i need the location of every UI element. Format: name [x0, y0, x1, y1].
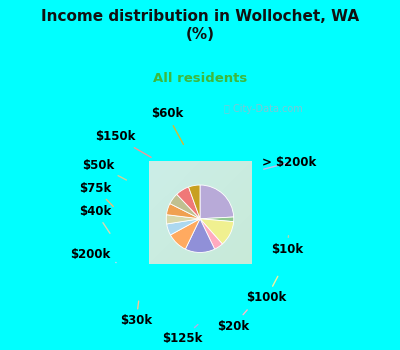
Text: ⓘ City-Data.com: ⓘ City-Data.com: [224, 104, 303, 114]
Wedge shape: [200, 217, 234, 222]
Text: $50k: $50k: [82, 159, 126, 180]
Wedge shape: [170, 219, 200, 249]
Wedge shape: [188, 185, 200, 219]
Wedge shape: [200, 219, 222, 249]
Wedge shape: [166, 215, 200, 224]
Text: $100k: $100k: [246, 276, 286, 304]
Text: $40k: $40k: [79, 205, 111, 233]
Text: $200k: $200k: [70, 248, 116, 262]
Wedge shape: [167, 219, 200, 235]
Text: $30k: $30k: [120, 301, 152, 328]
Wedge shape: [170, 194, 200, 219]
Wedge shape: [200, 185, 234, 219]
Text: $60k: $60k: [151, 107, 184, 145]
Wedge shape: [177, 187, 200, 219]
Text: $150k: $150k: [96, 131, 151, 158]
Text: $20k: $20k: [217, 310, 249, 332]
Text: > $200k: > $200k: [262, 156, 316, 169]
Text: Income distribution in Wollochet, WA
(%): Income distribution in Wollochet, WA (%): [41, 9, 359, 42]
Text: $10k: $10k: [271, 236, 303, 256]
Wedge shape: [200, 219, 234, 244]
Wedge shape: [185, 219, 215, 252]
Text: $125k: $125k: [162, 324, 202, 345]
Wedge shape: [166, 204, 200, 219]
Text: All residents: All residents: [153, 72, 247, 85]
Text: $75k: $75k: [79, 182, 113, 206]
